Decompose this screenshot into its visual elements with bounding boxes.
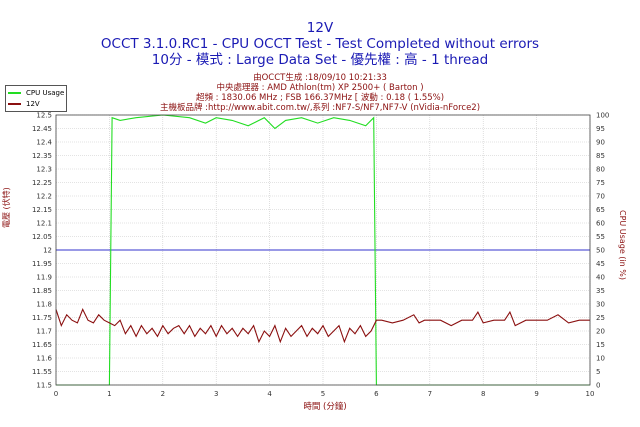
x-tick-label: 3 (214, 390, 218, 398)
x-tick-label: 6 (374, 390, 379, 398)
y-tick-label-left: 12.45 (32, 125, 52, 133)
x-tick-label: 10 (586, 390, 595, 398)
y-tick-label-right: 70 (596, 193, 605, 201)
y-tick-label-right: 45 (596, 260, 605, 268)
x-tick-label: 9 (534, 390, 538, 398)
chart-subtitle-mode: 10分 - 模式 : Large Data Set - 優先權 : 高 - 1 … (151, 52, 489, 68)
y-tick-label-left: 11.85 (32, 287, 52, 295)
x-tick-label: 7 (428, 390, 432, 398)
y-axis-label-right: CPU Usage (in %) (618, 210, 627, 280)
x-axis-label: 時間 (分鐘) (303, 402, 347, 412)
y-tick-label-right: 35 (596, 287, 605, 295)
y-tick-label-left: 12.05 (32, 233, 52, 241)
series-line-12v (55, 308, 590, 344)
y-tick-label-left: 12.5 (36, 112, 52, 120)
y-tick-label-right: 60 (596, 220, 605, 228)
y-tick-label-left: 11.55 (32, 368, 52, 376)
x-tick-label: 0 (54, 390, 58, 398)
y-tick-label-right: 75 (596, 179, 605, 187)
y-tick-label-left: 11.9 (36, 274, 52, 282)
legend-entry-12v: 12V (8, 98, 40, 109)
y-axis-label-left: 電壓 (伏特) (2, 187, 11, 228)
y-tick-label-right: 25 (596, 314, 605, 322)
tick-labels: 11.5 11.55 11.6 11.65 11.7 11.75 11.8 11.85 11.9… (32, 112, 609, 399)
y-tick-label-right: 15 (596, 341, 605, 349)
legend-swatch-12v (8, 102, 21, 105)
info-generated: 由OCCT生成 :18/09/10 10:21:33 (253, 73, 387, 83)
x-tick-label: 4 (267, 390, 272, 398)
y-tick-label-left: 11.5 (36, 382, 52, 390)
y-tick-label-left: 12 (43, 247, 52, 255)
y-tick-label-left: 12.15 (32, 206, 52, 214)
info-overclock: 超頻 : 1830.06 MHz ; FSB 166.37MHz [ 波動 : … (195, 93, 445, 103)
y-tick-label-right: 50 (596, 247, 605, 255)
y-tick-label-right: 100 (596, 112, 609, 120)
chart-subtitle-test: OCCT 3.1.0.RC1 - CPU OCCT Test - Test Co… (100, 36, 540, 52)
info-cpu: 中央處理器 : AMD Athlon(tm) XP 2500+ ( Barton… (216, 83, 424, 93)
y-tick-label-right: 80 (596, 166, 605, 174)
legend-swatch-cpu (8, 91, 21, 94)
y-tick-label-right: 55 (596, 233, 605, 241)
y-tick-label-left: 12.25 (32, 179, 52, 187)
y-tick-label-left: 12.3 (36, 166, 52, 174)
y-tick-label-left: 11.6 (36, 355, 52, 363)
legend-label-cpu: CPU Usage (26, 88, 65, 97)
y-tick-label-right: 90 (596, 139, 605, 147)
y-tick-label-right: 5 (596, 368, 600, 376)
y-tick-label-right: 65 (596, 206, 605, 214)
y-tick-label-right: 85 (596, 152, 605, 160)
y-tick-label-left: 12.4 (36, 139, 52, 147)
y-tick-label-right: 95 (596, 125, 605, 133)
chart-legend: CPU Usage 12V (5, 85, 67, 112)
x-tick-label: 2 (161, 390, 165, 398)
chart-title: 12V (306, 20, 334, 36)
y-tick-label-right: 40 (596, 274, 605, 282)
y-tick-label-left: 12.2 (36, 193, 52, 201)
y-tick-label-left: 11.65 (32, 341, 52, 349)
info-motherboard: 主機板品牌 :http://www.abit.com.tw/,系列 :NF7-S… (159, 103, 481, 113)
y-tick-label-right: 10 (596, 355, 605, 363)
y-tick-label-left: 11.75 (32, 314, 52, 322)
y-tick-label-left: 11.7 (36, 328, 52, 336)
y-tick-label-left: 12.1 (36, 220, 52, 228)
x-tick-label: 8 (481, 390, 485, 398)
y-tick-label-left: 11.95 (32, 260, 52, 268)
y-tick-label-right: 30 (596, 301, 605, 309)
y-tick-label-left: 12.35 (32, 152, 52, 160)
axes-group (55, 114, 591, 386)
y-tick-label-right: 20 (596, 328, 605, 336)
y-tick-label-left: 11.8 (36, 301, 52, 309)
x-tick-label: 1 (107, 390, 111, 398)
y-tick-label-right: 0 (596, 382, 600, 390)
x-tick-label: 5 (321, 390, 325, 398)
plot-frame (55, 114, 591, 386)
legend-label-12v: 12V (26, 99, 40, 108)
legend-entry-cpu: CPU Usage (8, 87, 64, 98)
